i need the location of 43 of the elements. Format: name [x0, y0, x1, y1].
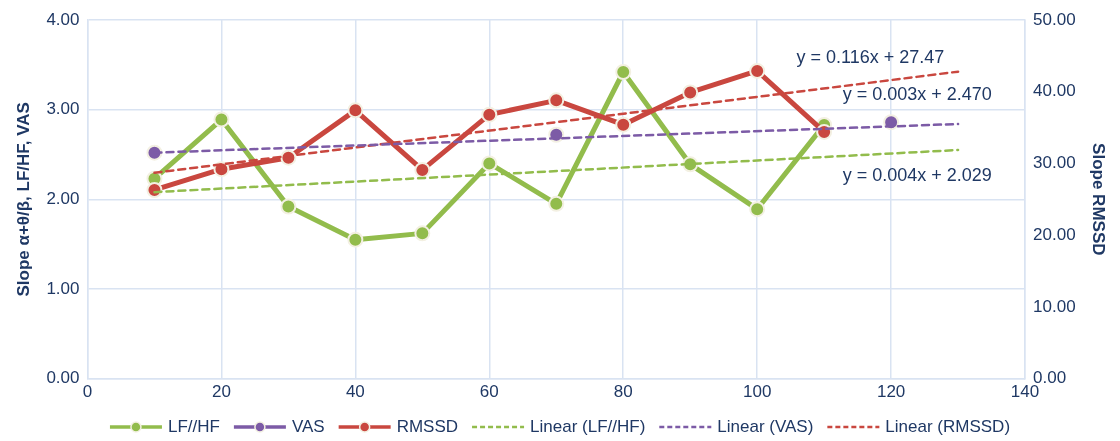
legend-label: Linear (VAS) [717, 416, 814, 436]
x-tick-label: 60 [479, 382, 499, 402]
point [749, 62, 766, 79]
x-tick-label: 100 [742, 382, 772, 402]
point [414, 225, 431, 242]
y-tick-label: 4.00 [46, 9, 80, 29]
legend-label: Linear (LF//HF) [530, 416, 646, 436]
y-tick-label: 2.00 [46, 188, 80, 208]
annotation: y = 0.003x + 2.470 [842, 84, 992, 105]
point [615, 116, 632, 133]
point [615, 64, 632, 80]
annotation: y = 0.004x + 2.029 [842, 164, 992, 185]
x-tick-label: 0 [82, 382, 93, 402]
y2-tick-label: 40.00 [1033, 81, 1076, 101]
legend-label: VAS [291, 416, 325, 436]
point [481, 155, 498, 172]
y2-tick-label: 20.00 [1033, 224, 1076, 244]
y2-tick-label: 10.00 [1033, 296, 1076, 316]
y2-tick-label: 50.00 [1033, 9, 1076, 29]
legend-label: RMSSD [396, 416, 459, 436]
y-tick-label: 3.00 [46, 99, 80, 119]
point [548, 92, 565, 109]
annotation: y = 0.116x + 27.47 [796, 46, 945, 67]
point [481, 106, 498, 123]
point [347, 231, 364, 248]
point [682, 84, 699, 101]
y-axis-title: Slope α+θ/β, LF/HF, VAS [13, 102, 33, 297]
x-tick-label: 40 [345, 382, 365, 402]
x-tick-label: 80 [613, 382, 633, 402]
x-tick-label: 120 [876, 382, 906, 402]
y2-axis-title: Slope RMSSD [1089, 143, 1109, 256]
y2-tick-label: 30.00 [1033, 153, 1076, 173]
point [749, 201, 766, 218]
point [548, 195, 565, 212]
y-tick-label: 0.00 [46, 368, 80, 388]
x-tick-label: 20 [211, 382, 231, 402]
y-tick-label: 1.00 [46, 278, 80, 298]
legend-label: LF//HF [167, 416, 220, 436]
point [213, 111, 230, 128]
point [347, 102, 364, 119]
legend-label: Linear (RMSSD) [885, 416, 1011, 436]
point [280, 198, 297, 215]
point [414, 161, 431, 178]
